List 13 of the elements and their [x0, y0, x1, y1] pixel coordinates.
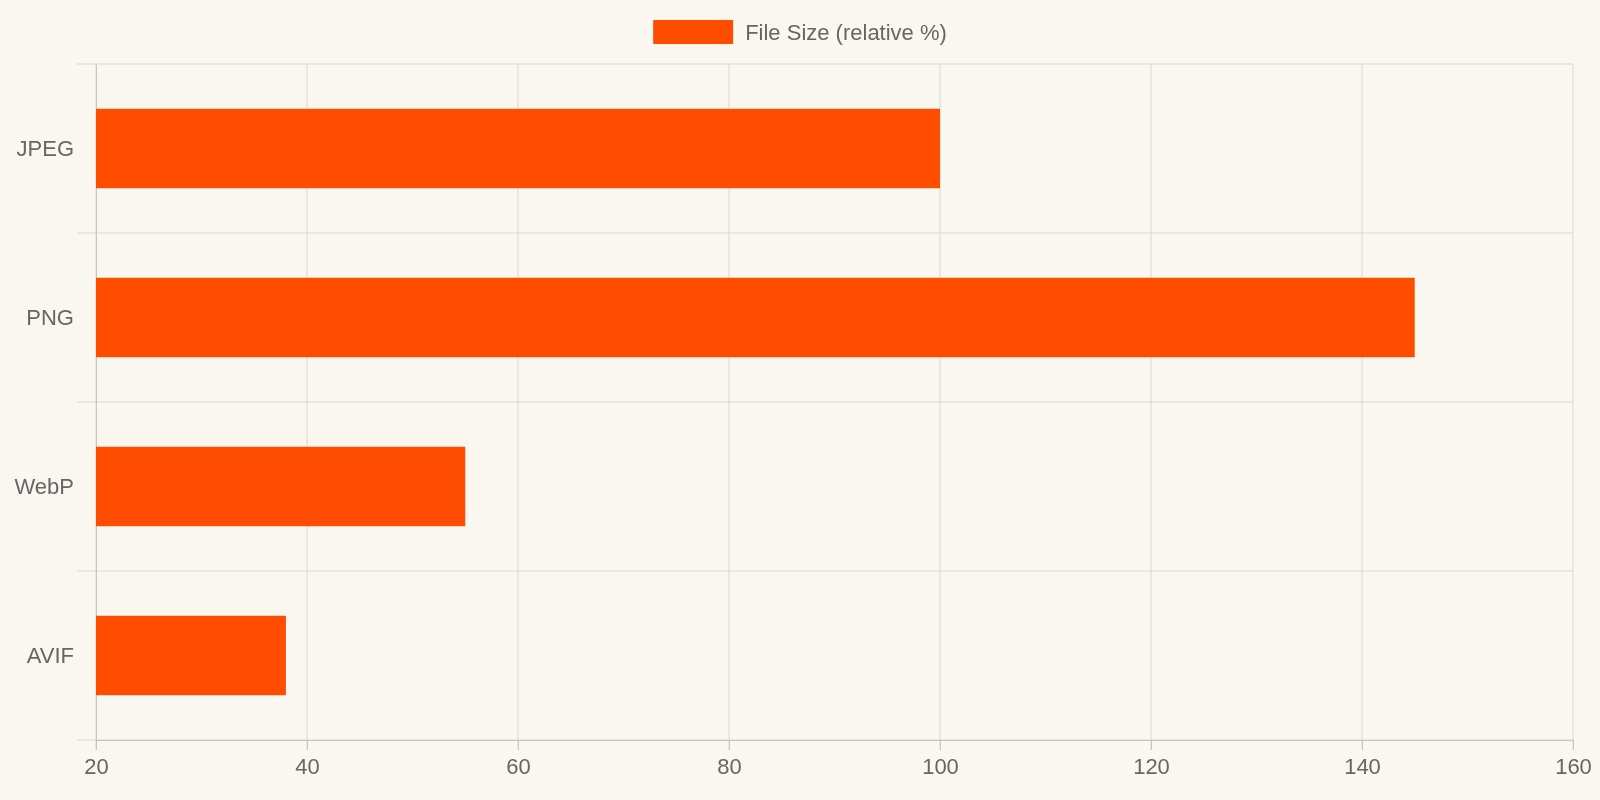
x-tick-label: 120 — [1133, 753, 1170, 779]
x-tick-label: 80 — [717, 753, 742, 779]
x-tick-label: 140 — [1344, 753, 1381, 779]
x-tick-label: 160 — [1555, 753, 1592, 779]
x-tick-label: 20 — [84, 753, 109, 779]
x-tick-label: 40 — [295, 753, 320, 779]
y-tick-label: WebP — [14, 473, 74, 499]
x-tick-label: 60 — [506, 753, 531, 779]
y-tick-label: AVIF — [26, 642, 74, 668]
y-tick-label: PNG — [26, 304, 74, 330]
x-tick-label: 100 — [922, 753, 959, 779]
y-tick-label: JPEG — [16, 135, 74, 161]
legend-label: File Size (relative %) — [745, 20, 947, 45]
